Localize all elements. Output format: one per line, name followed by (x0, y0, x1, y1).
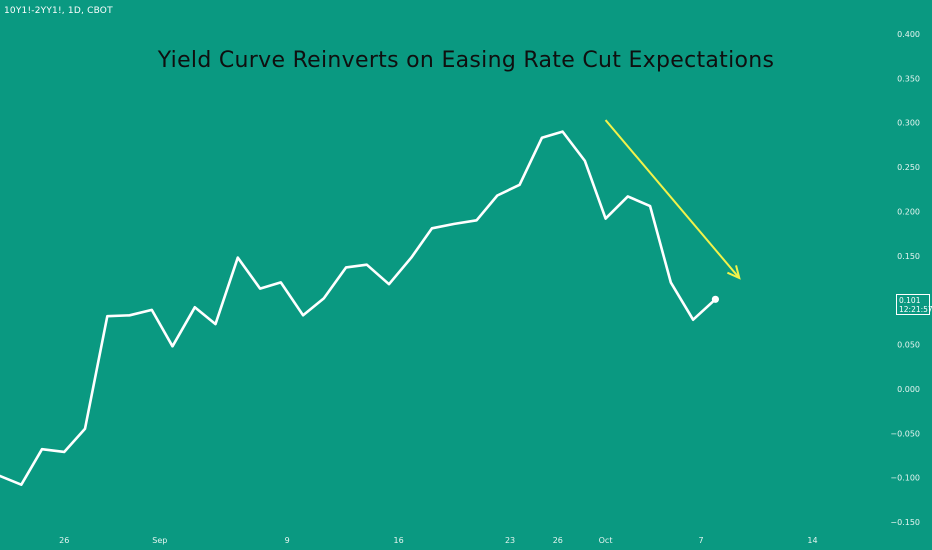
x-axis: 26 Sep 9 16 23 26 Oct 7 14 (59, 536, 817, 545)
y-axis: 0.4000.3500.3000.2500.2000.1500.1000.050… (890, 30, 920, 527)
y-tick-label: 0.050 (897, 341, 920, 350)
x-tick-label: 7 (699, 536, 704, 545)
x-tick-label: Sep (152, 536, 167, 545)
y-tick-label: 0.200 (897, 207, 920, 216)
annotation-arrow-head (727, 265, 741, 280)
series-line-group (0, 130, 720, 487)
y-tick-label: 0.000 (897, 385, 920, 394)
last-price-countdown: 12:21:57 (899, 305, 932, 314)
last-price-value: 0.101 (899, 296, 921, 305)
y-tick-label: 0.300 (897, 119, 920, 128)
annotation-arrow-group (604, 119, 741, 280)
x-tick-label: 14 (807, 536, 817, 545)
y-tick-label: −0.100 (890, 474, 920, 483)
chart-title: Yield Curve Reinverts on Easing Rate Cut… (157, 48, 775, 73)
series-line (0, 130, 717, 487)
y-tick-label: −0.150 (890, 518, 920, 527)
y-tick-label: 0.250 (897, 163, 920, 172)
x-tick-label: 23 (505, 536, 515, 545)
y-tick-label: 0.150 (897, 252, 920, 261)
x-tick-label: 26 (553, 536, 563, 545)
x-tick-label: Oct (599, 536, 613, 545)
x-tick-label: 9 (285, 536, 290, 545)
symbol-info: 10Y1!-2YY1!, 1D, CBOT (4, 6, 113, 16)
x-tick-label: 16 (394, 536, 404, 545)
x-tick-label: 26 (59, 536, 69, 545)
annotation-arrow-shaft (604, 119, 741, 279)
last-point-marker (711, 295, 720, 303)
y-tick-label: 0.400 (897, 30, 920, 39)
last-price-label: 0.101 12:21:57 (896, 294, 932, 315)
y-tick-label: −0.050 (890, 429, 920, 438)
y-tick-label: 0.350 (897, 74, 920, 83)
